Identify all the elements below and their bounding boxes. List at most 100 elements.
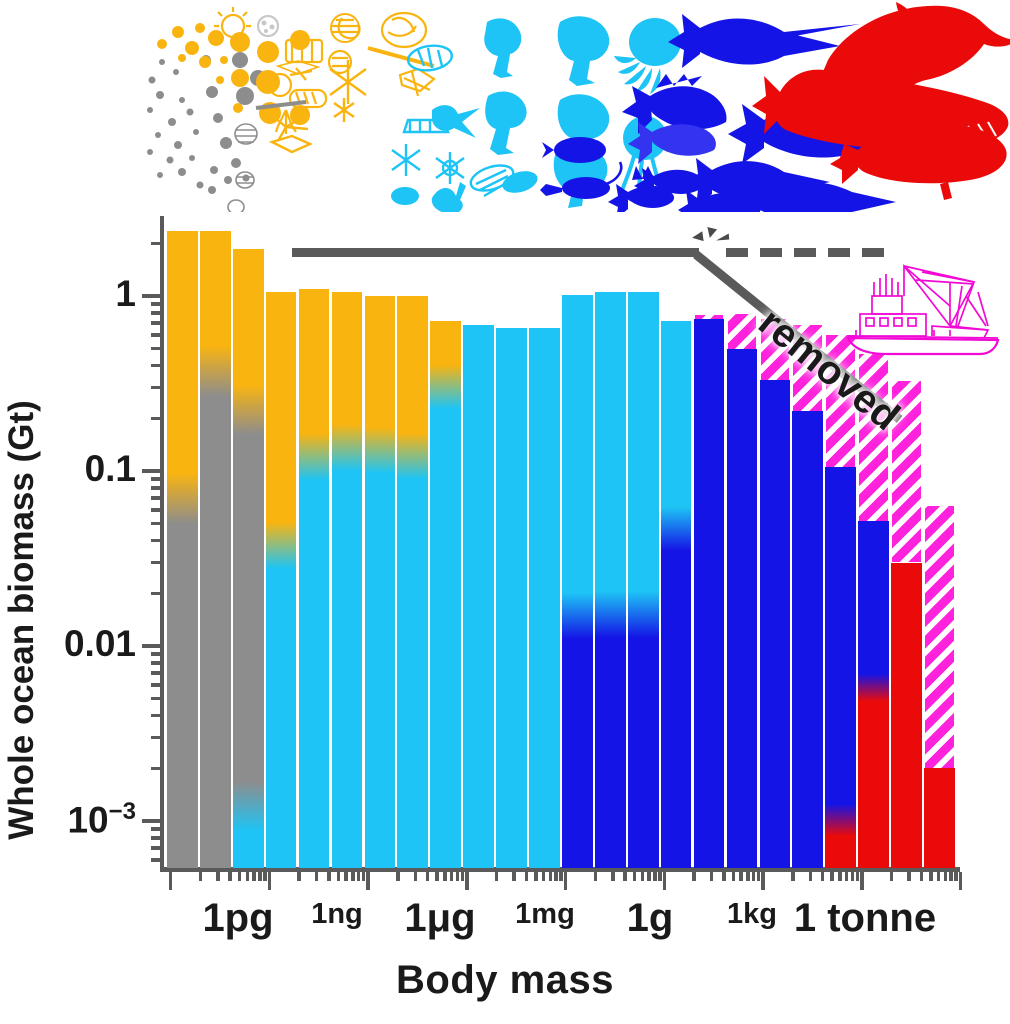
impact-spark-icon (691, 231, 704, 243)
x-tick-minor (830, 872, 834, 881)
x-tick-minor (524, 872, 529, 881)
x-tick-minor (351, 872, 355, 881)
y-tick-major (142, 294, 164, 298)
y-tick-minor (151, 321, 164, 325)
bar (825, 467, 857, 868)
x-tick-minor (647, 872, 651, 881)
cephalopod-icons (530, 137, 623, 200)
x-tick-minor (356, 872, 361, 881)
bar (562, 294, 593, 868)
x-axis-title: Body mass (396, 958, 614, 1002)
x-tick-minor (623, 872, 627, 881)
x-tick-minor (216, 872, 220, 881)
bar-removed-segment (825, 334, 857, 469)
x-tick-minor (455, 872, 460, 881)
x-tick-minor (889, 872, 894, 881)
x-tick-minor (943, 872, 948, 881)
x-tick-minor (709, 872, 714, 881)
y-tick-minor (151, 416, 164, 421)
pristine-baseline-line (292, 248, 699, 257)
x-tick-minor (541, 872, 546, 881)
y-tick-minor (151, 591, 164, 596)
x-tick-minor (640, 872, 645, 881)
x-tick-minor (936, 872, 941, 881)
x-tick-minor (855, 872, 860, 881)
x-tick-minor (252, 872, 256, 881)
x-tick-minor (327, 872, 331, 881)
x-tick-minor (838, 872, 842, 881)
x-tick-label: 1μg (404, 896, 476, 940)
x-tick-minor (907, 872, 911, 881)
x-tick-label: 1mg (515, 898, 575, 930)
phytoplankton-icons (157, 23, 310, 125)
bar (891, 562, 922, 868)
bar (463, 325, 494, 868)
x-tick-minor (731, 872, 736, 881)
bar (298, 288, 330, 868)
organisms-svg (147, 0, 1010, 230)
y-tick-minor (151, 477, 164, 481)
x-tick-minor (554, 872, 558, 881)
y-tick-minor (151, 766, 164, 771)
y-tick-minor (151, 346, 164, 351)
y-axis-title-text: Whole ocean biomass (Gt) (2, 400, 41, 840)
x-axis (160, 867, 960, 872)
x-tick-minor (756, 872, 761, 881)
x-tick-minor (512, 872, 516, 881)
y-tick-minor (151, 538, 164, 543)
x-tick-minor (494, 872, 499, 881)
bar (792, 411, 824, 868)
y-tick-label: 1 (115, 273, 136, 314)
x-tick-minor (443, 872, 447, 881)
bar (232, 249, 264, 868)
x-tick-label: 1pg (202, 896, 274, 940)
x-tick-minor (593, 872, 598, 881)
x-tick-minor (791, 872, 795, 881)
x-tick-major (860, 872, 864, 890)
phytoplankton-star-icons (255, 60, 367, 154)
x-tick-major (168, 872, 173, 890)
y-tick-minor (151, 652, 164, 656)
x-tick-minor (425, 872, 430, 881)
x-tick-minor (739, 872, 743, 881)
x-tick-major (366, 872, 370, 890)
bar (660, 320, 692, 868)
x-tick-minor (751, 872, 756, 881)
x-tick-minor (449, 872, 454, 881)
y-tick-minor (151, 302, 164, 306)
y-tick-minor (151, 671, 164, 675)
x-tick-minor (949, 872, 953, 881)
bar (430, 320, 462, 868)
bar-removed-segment (726, 312, 758, 350)
x-tick-minor (396, 872, 400, 881)
bar (627, 292, 659, 868)
x-tick-minor (534, 872, 538, 881)
y-tick-minor (151, 496, 164, 500)
zooplankton-outline-icons (391, 44, 515, 198)
x-tick-label: 1g (626, 896, 674, 940)
x-tick-minor (435, 872, 439, 881)
x-tick-minor (228, 872, 232, 881)
y-tick-minor (151, 311, 164, 315)
bar (759, 380, 791, 868)
bar (594, 291, 626, 868)
y-tick-minor (151, 521, 164, 526)
x-tick-label: 1kg (727, 898, 777, 930)
bar (199, 231, 231, 868)
x-tick-minor (658, 872, 662, 881)
y-tick-minor (151, 508, 164, 512)
bar (924, 768, 955, 868)
bar-removed-segment (858, 353, 889, 522)
y-tick-label: 0.01 (63, 623, 136, 664)
x-tick-major (662, 872, 667, 890)
x-tick-minor (237, 872, 242, 881)
x-tick-minor (692, 872, 696, 881)
x-tick-minor (820, 872, 825, 881)
y-tick-minor (151, 713, 164, 718)
y-tick-major (142, 469, 164, 473)
y-tick-major (142, 644, 164, 648)
x-tick-minor (844, 872, 849, 881)
x-tick-major (761, 872, 765, 890)
